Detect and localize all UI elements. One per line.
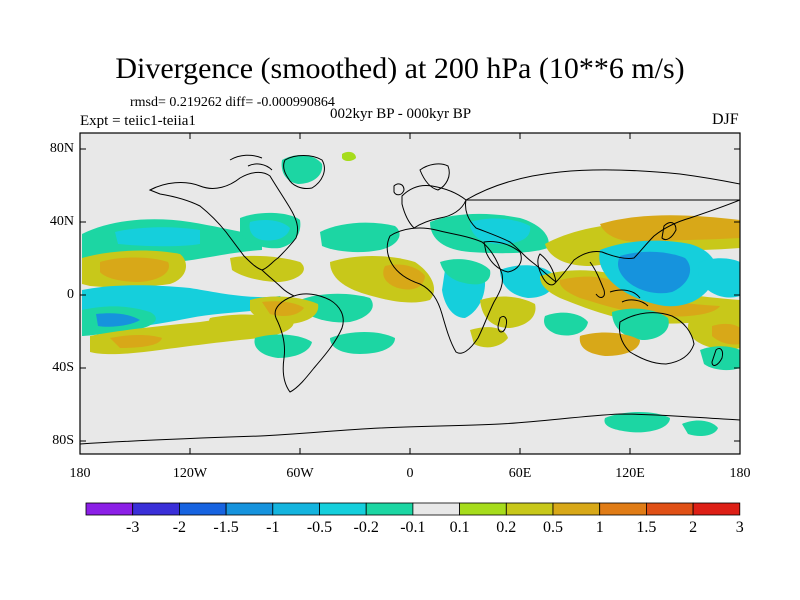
field-yellow-satl: [208, 314, 290, 336]
coast-north-america: [148, 171, 299, 271]
plot-title: Divergence (smoothed) at 200 hPa (10**6 …: [115, 52, 685, 85]
field-blue-namerica: [249, 220, 290, 241]
field-blue-wpac: [618, 251, 691, 294]
colorbar-box: [599, 502, 647, 516]
map-ticks: [79, 133, 741, 454]
coast-asia: [465, 169, 740, 283]
colorbar-box: [412, 502, 460, 516]
lat-tick-0: 0: [67, 287, 74, 302]
colorbar-label: -0.2: [353, 519, 379, 536]
field-cyan-wpac-east: [697, 258, 740, 298]
coastlines: [80, 154, 740, 445]
field-green-samerica-s: [254, 334, 312, 358]
lat-tick-80n: 80N: [49, 141, 74, 156]
field-orange-spac: [110, 335, 162, 348]
lon-tick-180e: 180: [729, 466, 751, 481]
field-blue-tpac: [96, 313, 140, 327]
lat-tick-40s: 40S: [52, 360, 74, 375]
colorbar-label: -1: [266, 519, 280, 536]
colorbar-label: 1: [595, 519, 604, 536]
season-label: DJF: [712, 111, 739, 128]
field-green-spac-east: [700, 346, 740, 371]
field-yellow-sindian: [470, 327, 508, 348]
colorbar-box: [365, 502, 414, 516]
field-yellow-nepac: [230, 255, 304, 282]
field-green-tatl: [320, 222, 400, 253]
field-orange-seaus: [712, 323, 740, 345]
colorbar-label: -0.1: [400, 519, 426, 536]
field-green-npac-small: [342, 151, 356, 161]
experiment-label: Expt = teiic1-teiia1: [80, 113, 196, 129]
colorbar-label: -2: [172, 519, 187, 536]
coast-japan: [661, 222, 677, 241]
coast-south-america: [274, 293, 344, 393]
field-cyan-antarctica-b: [682, 420, 718, 436]
lat-tick-80s: 80S: [52, 433, 74, 448]
coast-australia: [619, 312, 695, 365]
colorbar-box: [646, 502, 694, 516]
field-yellow-africa: [480, 296, 536, 328]
coast-scandinavia: [419, 163, 450, 191]
field-orange-samerica: [262, 301, 304, 316]
field-blue-nafrica: [470, 218, 531, 244]
colorbar-label: 0.2: [496, 519, 517, 536]
coast-arabia: [483, 241, 522, 273]
colorbar-box: [132, 502, 180, 516]
colorbar-box: [692, 502, 741, 516]
colorbar-label: -0.5: [306, 519, 333, 536]
stats-label: rmsd= 0.219262 diff= -0.000990864: [130, 95, 335, 110]
colorbar-box: [225, 502, 274, 516]
lon-tick-60e: 60E: [508, 466, 532, 481]
field-green-satl: [330, 332, 395, 354]
coast-central-america: [261, 269, 295, 297]
field-cyan-antarctica-a: [604, 412, 670, 433]
field-orange-asia: [600, 215, 740, 242]
lon-tick-120e: 120E: [615, 466, 645, 481]
lat-tick-40n: 40N: [49, 214, 74, 229]
coast-se-asia: [589, 261, 649, 307]
colorbar-label: 1.5: [636, 519, 657, 536]
coast-arctic-islands: [229, 154, 273, 171]
coast-antarctica: [80, 413, 740, 445]
colorbar-box: [552, 502, 601, 516]
field-blue-npac: [115, 227, 200, 247]
colorbar: [85, 502, 741, 516]
colorbar-label: -3: [126, 519, 140, 536]
coast-madagascar: [497, 315, 507, 333]
colorbar-box: [85, 502, 134, 516]
colorbar-label: 2: [689, 519, 698, 536]
period-label: 002kyr BP - 000kyr BP: [330, 106, 472, 122]
colorbar-label: 0.1: [449, 519, 470, 536]
coast-india: [537, 253, 557, 286]
colorbar-label: 3: [735, 519, 744, 536]
colorbar-box: [505, 502, 554, 516]
field-green-australia: [612, 308, 669, 340]
coast-new-zealand: [711, 347, 723, 366]
field-cyan-greenland: [281, 155, 323, 184]
lon-tick-120w: 120W: [172, 466, 208, 481]
coast-greenland: [283, 155, 325, 189]
field-orange-saus: [579, 332, 640, 356]
field-green-sindian: [544, 312, 588, 336]
coast-africa: [386, 227, 503, 354]
field-cyan-satl-a: [300, 293, 373, 323]
colorbar-box: [272, 502, 320, 516]
colorbar-label: 0.5: [543, 519, 563, 536]
lon-tick-180w: 180: [69, 466, 91, 481]
divergence-fields: [82, 151, 740, 436]
colorbar-label: -1.5: [213, 519, 239, 536]
lon-tick-60w: 60W: [286, 466, 314, 481]
coast-uk: [393, 183, 405, 196]
field-orange-npac: [100, 257, 169, 282]
colorbar-box: [459, 502, 507, 516]
field-green-africa: [440, 259, 491, 285]
colorbar-box: [319, 502, 367, 516]
colorbar-box: [178, 502, 227, 516]
lon-tick-0: 0: [406, 466, 414, 481]
